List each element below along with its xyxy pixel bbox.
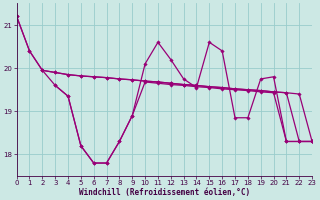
X-axis label: Windchill (Refroidissement éolien,°C): Windchill (Refroidissement éolien,°C) bbox=[79, 188, 250, 197]
